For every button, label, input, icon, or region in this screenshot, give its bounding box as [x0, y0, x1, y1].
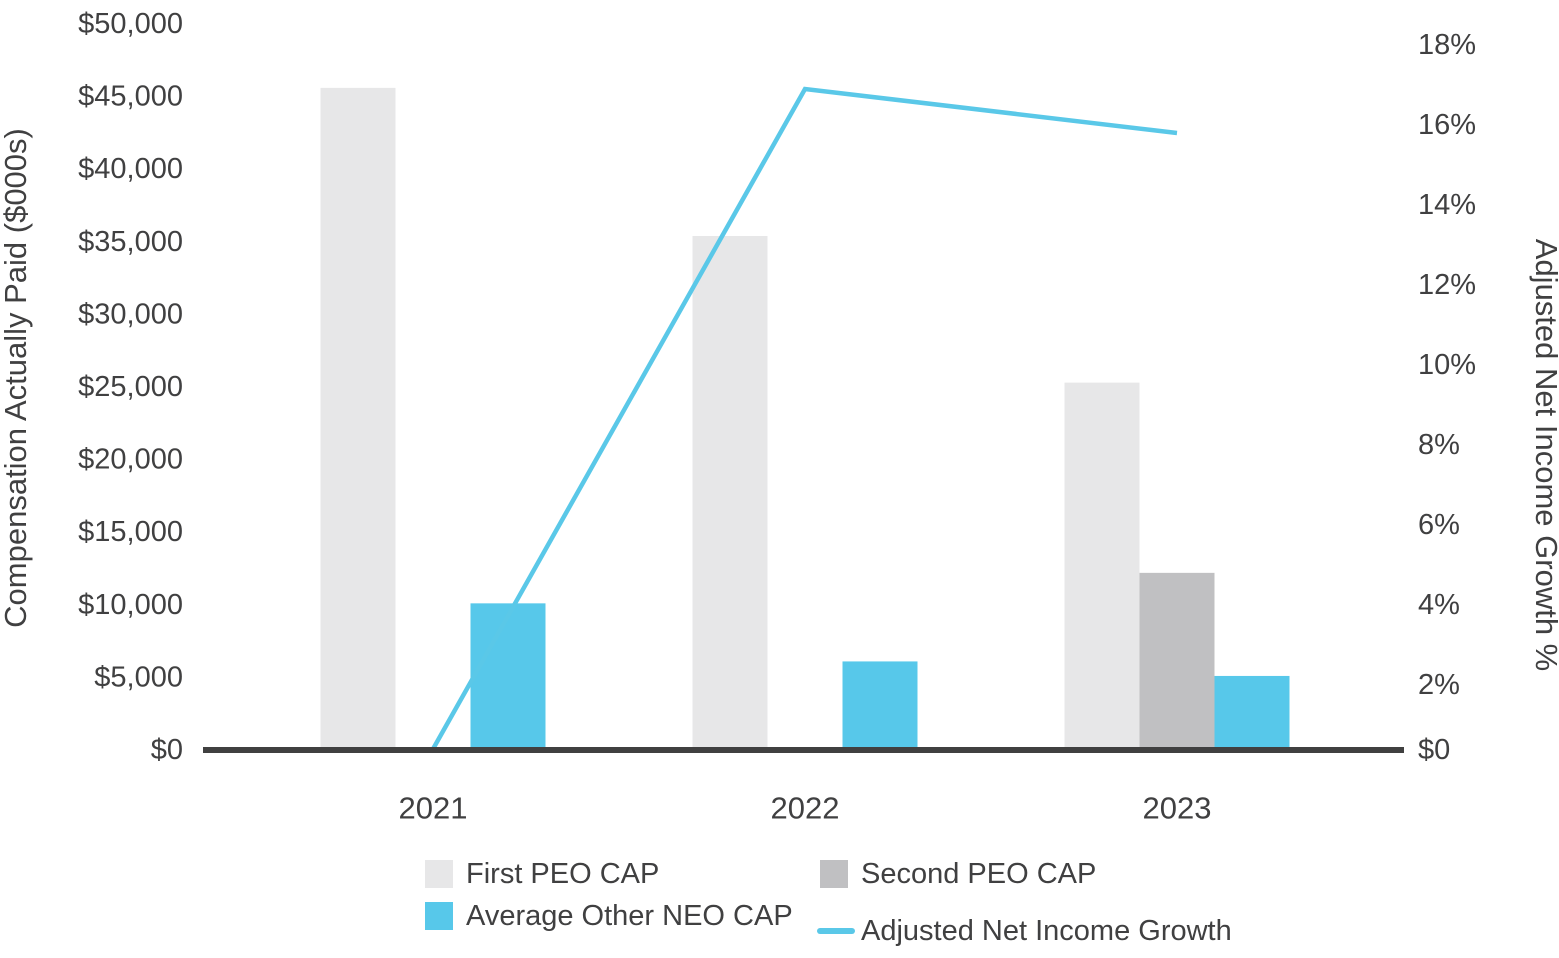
bar-average-other-neo-cap-2023	[1214, 675, 1290, 747]
right-axis-title: Adjusted Net Income Growth %	[1529, 239, 1559, 671]
legend-label-first-peo-cap: First PEO CAP	[466, 858, 659, 890]
line-series-group	[431, 86, 1178, 751]
left-axis-tick-label: $45,000	[78, 81, 183, 113]
right-axis-tick-label: 6%	[1418, 509, 1460, 541]
bar-series-group	[320, 87, 1290, 747]
legend-line-swatch-adjusted-net-income-growth	[817, 928, 855, 934]
legend-swatch-average-other-neo-cap	[425, 902, 453, 930]
right-axis-tick-label: 8%	[1418, 429, 1460, 461]
line-adjusted-net-income-growth	[431, 86, 1178, 751]
legend-swatch-first-peo-cap	[425, 860, 453, 888]
category-label-2023: 2023	[1143, 791, 1212, 826]
legend-label-second-peo-cap: Second PEO CAP	[861, 858, 1096, 890]
left-axis-tick-labels: $0 $5,000 $10,000 $15,000 $20,000 $25,000 $30,…	[78, 8, 183, 766]
bar-average-other-neo-cap-2021	[470, 603, 546, 747]
right-axis-tick-label: 10%	[1418, 349, 1476, 381]
bar-first-peo-cap-2022	[692, 235, 768, 747]
left-axis-tick-label: $35,000	[78, 226, 183, 258]
legend-label-average-other-neo-cap: Average Other NEO CAP	[466, 900, 793, 932]
left-axis-tick-label: $30,000	[78, 298, 183, 330]
right-axis-tick-label: 4%	[1418, 589, 1460, 621]
left-axis-tick-label: $20,000	[78, 444, 183, 476]
right-axis-tick-label: 16%	[1418, 109, 1476, 141]
left-axis-tick-label: $15,000	[78, 516, 183, 548]
left-axis-title: Compensation Actually Paid ($000s)	[0, 128, 33, 628]
right-axis-tick-labels: $0 2% 4% 6% 8% 10% 12% 14% 16% 18%	[1418, 29, 1476, 766]
bar-average-other-neo-cap-2022	[842, 661, 918, 747]
left-axis-tick-label: $0	[151, 734, 183, 766]
right-axis-tick-label: 2%	[1418, 669, 1460, 701]
left-axis-tick-label: $10,000	[78, 589, 183, 621]
left-axis-tick-label: $40,000	[78, 153, 183, 185]
right-axis-tick-label: 12%	[1418, 269, 1476, 301]
category-label-2022: 2022	[771, 791, 840, 826]
left-axis-tick-label: $5,000	[94, 661, 183, 693]
right-axis-tick-label: 14%	[1418, 189, 1476, 221]
left-axis-tick-label: $50,000	[78, 8, 183, 40]
category-label-2021: 2021	[399, 791, 468, 826]
legend: First PEO CAP Second PEO CAP Average Other…	[425, 858, 1232, 947]
left-axis-tick-label: $25,000	[78, 371, 183, 403]
legend-label-adjusted-net-income-growth: Adjusted Net Income Growth	[861, 915, 1232, 947]
right-axis-tick-label: 18%	[1418, 29, 1476, 61]
right-axis-tick-label: $0	[1418, 734, 1450, 766]
category-axis-labels: 2021 2022 2023	[399, 791, 1212, 826]
bar-first-peo-cap-2021	[320, 87, 396, 747]
bar-first-peo-cap-2023	[1064, 382, 1140, 747]
bar-second-peo-cap-2023	[1139, 572, 1215, 747]
x-axis-line	[203, 747, 1404, 753]
legend-swatch-second-peo-cap	[820, 860, 848, 888]
